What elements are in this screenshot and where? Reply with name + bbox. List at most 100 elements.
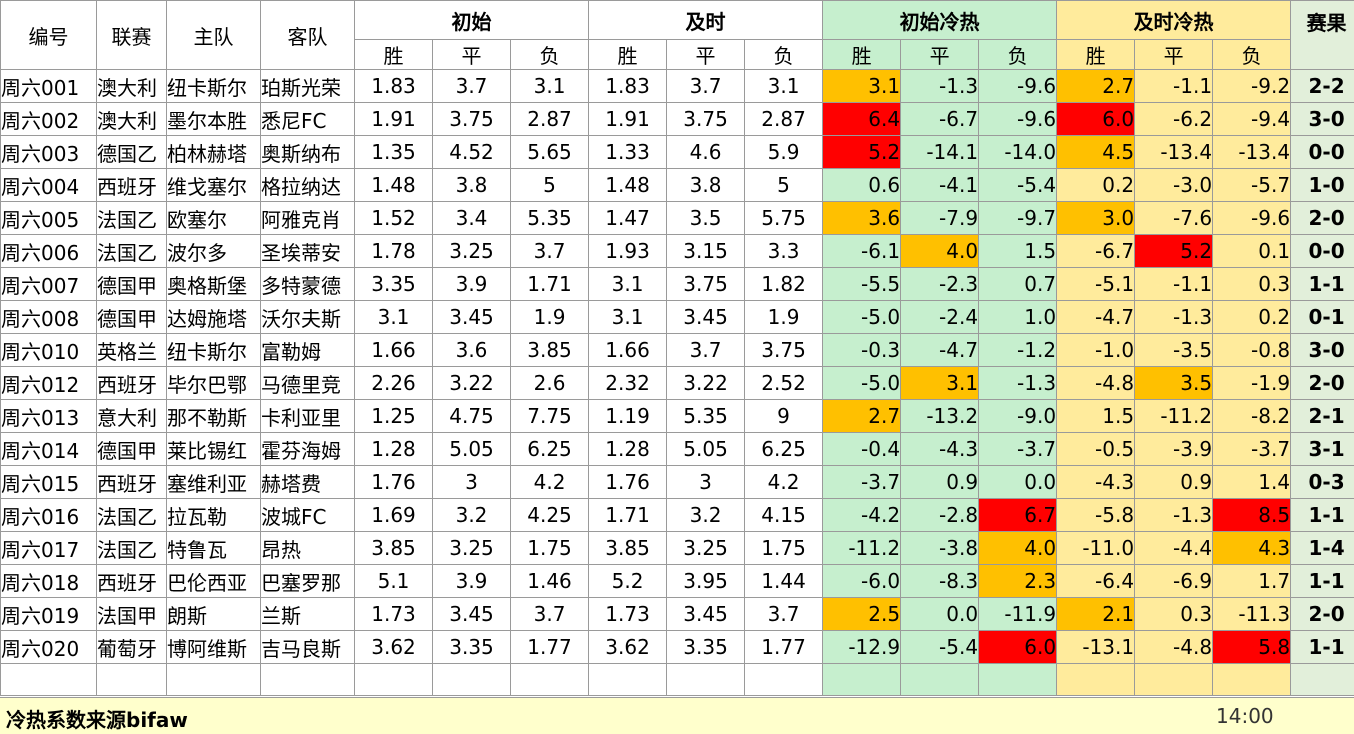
live-heat-loss[interactable]: 0.3 [1213, 268, 1291, 301]
result-cell[interactable]: 0-1 [1291, 301, 1354, 334]
empty-cell[interactable] [261, 664, 355, 696]
live-loss-odds[interactable]: 1.82 [745, 268, 823, 301]
live-heat-draw[interactable]: -1.1 [1135, 70, 1213, 103]
initial-heat-win[interactable]: 0.6 [823, 169, 901, 202]
initial-draw-odds[interactable]: 3.22 [433, 367, 511, 400]
match-id-cell[interactable]: 周六008 [1, 301, 97, 334]
live-loss-odds[interactable]: 1.9 [745, 301, 823, 334]
live-win-odds[interactable]: 1.33 [589, 136, 667, 169]
live-win-odds[interactable]: 1.28 [589, 433, 667, 466]
empty-cell[interactable] [1135, 664, 1213, 696]
initial-win-odds[interactable]: 1.69 [355, 499, 433, 532]
live-heat-draw[interactable]: -1.3 [1135, 499, 1213, 532]
league-cell[interactable]: 德国甲 [97, 268, 167, 301]
initial-win-odds[interactable]: 1.35 [355, 136, 433, 169]
live-win-odds[interactable]: 1.73 [589, 598, 667, 631]
header-live-loss[interactable]: 负 [745, 40, 823, 70]
live-heat-draw[interactable]: -3.0 [1135, 169, 1213, 202]
result-cell[interactable]: 1-4 [1291, 532, 1354, 565]
initial-draw-odds[interactable]: 4.75 [433, 400, 511, 433]
result-cell[interactable]: 2-1 [1291, 400, 1354, 433]
live-win-odds[interactable]: 1.76 [589, 466, 667, 499]
initial-heat-draw[interactable]: 0.9 [901, 466, 979, 499]
initial-heat-win[interactable]: 2.7 [823, 400, 901, 433]
league-cell[interactable]: 法国乙 [97, 532, 167, 565]
initial-heat-loss[interactable]: -9.0 [979, 400, 1057, 433]
initial-heat-loss[interactable]: 2.3 [979, 565, 1057, 598]
live-heat-draw[interactable]: 0.3 [1135, 598, 1213, 631]
live-heat-loss[interactable]: -11.3 [1213, 598, 1291, 631]
live-loss-odds[interactable]: 6.25 [745, 433, 823, 466]
live-heat-draw[interactable]: -3.9 [1135, 433, 1213, 466]
header-live[interactable]: 及时 [589, 1, 823, 40]
initial-heat-draw[interactable]: -4.7 [901, 334, 979, 367]
initial-loss-odds[interactable]: 1.9 [511, 301, 589, 334]
live-heat-draw[interactable]: -1.3 [1135, 301, 1213, 334]
live-loss-odds[interactable]: 9 [745, 400, 823, 433]
header-initial-heat[interactable]: 初始冷热 [823, 1, 1057, 40]
initial-heat-win[interactable]: -3.7 [823, 466, 901, 499]
initial-heat-loss[interactable]: 0.0 [979, 466, 1057, 499]
result-cell[interactable]: 3-0 [1291, 334, 1354, 367]
empty-cell[interactable] [1057, 664, 1135, 696]
empty-cell[interactable] [97, 664, 167, 696]
header-away[interactable]: 客队 [261, 1, 355, 70]
initial-loss-odds[interactable]: 3.7 [511, 235, 589, 268]
initial-heat-draw[interactable]: -3.8 [901, 532, 979, 565]
header-league[interactable]: 联赛 [97, 1, 167, 70]
empty-cell[interactable] [1213, 664, 1291, 696]
initial-draw-odds[interactable]: 3.2 [433, 499, 511, 532]
match-id-cell[interactable]: 周六014 [1, 433, 97, 466]
live-heat-draw[interactable]: -6.2 [1135, 103, 1213, 136]
live-draw-odds[interactable]: 3.7 [667, 334, 745, 367]
live-win-odds[interactable]: 3.1 [589, 268, 667, 301]
live-heat-draw[interactable]: 5.2 [1135, 235, 1213, 268]
home-team-cell[interactable]: 拉瓦勒 [167, 499, 261, 532]
initial-heat-loss[interactable]: -11.9 [979, 598, 1057, 631]
live-win-odds[interactable]: 1.93 [589, 235, 667, 268]
initial-heat-draw[interactable]: -2.8 [901, 499, 979, 532]
result-cell[interactable]: 0-3 [1291, 466, 1354, 499]
initial-heat-win[interactable]: -5.0 [823, 301, 901, 334]
initial-draw-odds[interactable]: 4.52 [433, 136, 511, 169]
header-initial[interactable]: 初始 [355, 1, 589, 40]
league-cell[interactable]: 澳大利 [97, 103, 167, 136]
match-id-cell[interactable]: 周六002 [1, 103, 97, 136]
league-cell[interactable]: 德国乙 [97, 136, 167, 169]
initial-heat-loss[interactable]: -1.2 [979, 334, 1057, 367]
initial-win-odds[interactable]: 1.52 [355, 202, 433, 235]
live-loss-odds[interactable]: 5.9 [745, 136, 823, 169]
initial-draw-odds[interactable]: 3.25 [433, 532, 511, 565]
live-draw-odds[interactable]: 3.45 [667, 598, 745, 631]
empty-cell[interactable] [1291, 664, 1354, 696]
away-team-cell[interactable]: 奥斯纳布 [261, 136, 355, 169]
header-initial-draw[interactable]: 平 [433, 40, 511, 70]
match-id-cell[interactable]: 周六004 [1, 169, 97, 202]
live-heat-win[interactable]: -6.7 [1057, 235, 1135, 268]
initial-win-odds[interactable]: 1.91 [355, 103, 433, 136]
live-win-odds[interactable]: 1.71 [589, 499, 667, 532]
initial-win-odds[interactable]: 1.76 [355, 466, 433, 499]
header-initial-loss[interactable]: 负 [511, 40, 589, 70]
live-win-odds[interactable]: 1.83 [589, 70, 667, 103]
initial-loss-odds[interactable]: 6.25 [511, 433, 589, 466]
initial-win-odds[interactable]: 3.62 [355, 631, 433, 664]
live-win-odds[interactable]: 1.47 [589, 202, 667, 235]
live-heat-loss[interactable]: -9.4 [1213, 103, 1291, 136]
live-heat-loss[interactable]: 1.4 [1213, 466, 1291, 499]
initial-heat-win[interactable]: -6.0 [823, 565, 901, 598]
live-heat-loss[interactable]: 4.3 [1213, 532, 1291, 565]
live-draw-odds[interactable]: 5.05 [667, 433, 745, 466]
league-cell[interactable]: 西班牙 [97, 565, 167, 598]
initial-heat-loss[interactable]: -5.4 [979, 169, 1057, 202]
result-cell[interactable]: 1-1 [1291, 499, 1354, 532]
initial-loss-odds[interactable]: 1.77 [511, 631, 589, 664]
initial-heat-draw[interactable]: 3.1 [901, 367, 979, 400]
empty-cell[interactable] [667, 664, 745, 696]
initial-draw-odds[interactable]: 5.05 [433, 433, 511, 466]
initial-loss-odds[interactable]: 2.87 [511, 103, 589, 136]
initial-win-odds[interactable]: 1.78 [355, 235, 433, 268]
live-loss-odds[interactable]: 3.7 [745, 598, 823, 631]
result-cell[interactable]: 1-1 [1291, 631, 1354, 664]
match-id-cell[interactable]: 周六007 [1, 268, 97, 301]
